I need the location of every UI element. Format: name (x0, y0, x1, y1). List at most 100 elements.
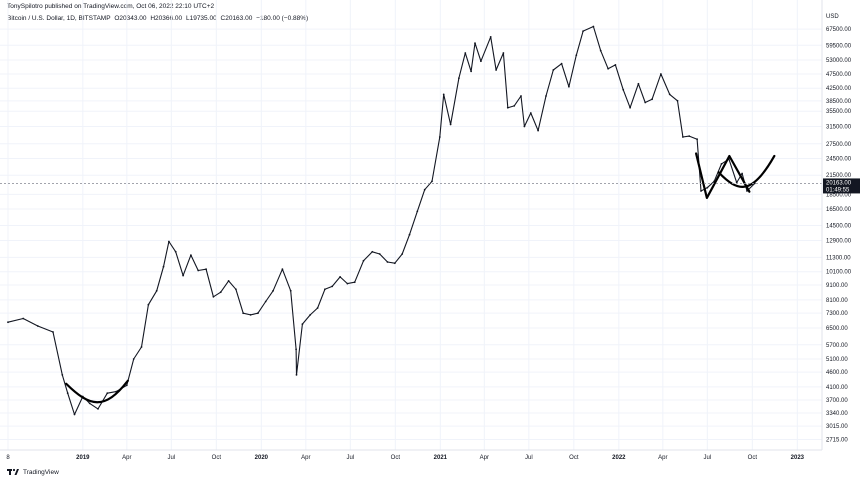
chart-annotations (65, 152, 776, 404)
price-tick-label: 14500.00 (826, 224, 852, 230)
data-point (309, 314, 312, 316)
data-point (205, 268, 208, 271)
data-point (162, 265, 165, 268)
time-tick-label: Jul (168, 455, 176, 461)
data-point (464, 52, 467, 54)
data-point (575, 54, 578, 57)
ohlc-close: C20163.00 (220, 15, 253, 22)
data-point (378, 253, 381, 255)
time-tick-label: Oct (212, 455, 222, 461)
data-point (552, 69, 555, 71)
data-point (560, 62, 563, 65)
annotation-arc (717, 154, 776, 188)
symbol-name[interactable]: Bitcoin / U.S. Dollar, 1D, BITSTAMP (7, 15, 111, 22)
data-point (316, 307, 319, 309)
data-point (235, 288, 237, 291)
data-point (442, 93, 445, 96)
data-point (438, 136, 441, 138)
price-tick-label: 4600.00 (826, 370, 848, 376)
data-point (637, 82, 640, 85)
price-tick-label: 10100.00 (826, 270, 852, 276)
time-tick-label: 8 (6, 455, 10, 461)
data-point (281, 268, 284, 271)
price-tick-label: 4100.00 (826, 385, 848, 391)
time-tick-label: Apr (301, 455, 310, 461)
data-point (22, 317, 25, 320)
data-point (431, 180, 433, 183)
data-point (393, 262, 396, 265)
time-tick-label: Jul (525, 455, 533, 461)
price-axis[interactable]: 67500.00 59500.00 53000.00 47500.00 42500.00… (821, 0, 852, 450)
data-point (470, 70, 472, 73)
data-point (132, 358, 135, 360)
data-point (513, 105, 516, 107)
price-tick-label: 9100.00 (826, 283, 848, 289)
data-point (660, 73, 662, 75)
data-point (249, 314, 252, 316)
time-tick-label: Oct (748, 455, 758, 461)
data-point (629, 106, 631, 109)
data-point (696, 138, 698, 141)
price-tick-label: 35500.00 (826, 109, 852, 115)
data-point (7, 321, 9, 324)
price-tick-label: 38500.00 (826, 99, 852, 105)
price-tick-label: 59500.00 (826, 43, 852, 49)
time-tick-label: Oct (569, 455, 579, 461)
data-point (289, 289, 292, 292)
data-point (622, 88, 625, 91)
data-point (140, 346, 143, 348)
data-point (168, 240, 170, 243)
price-tick-label: 16500.00 (826, 207, 852, 213)
symbol-info: Bitcoin / U.S. Dollar, 1D, BITSTAMP O203… (7, 15, 310, 22)
data-point (36, 325, 39, 327)
data-point (676, 99, 679, 102)
data-point (155, 289, 158, 292)
price-tick-label: 8100.00 (826, 298, 848, 304)
time-tick-label: 2019 (76, 455, 90, 461)
data-point (182, 274, 185, 277)
ohlc-open: O20343.00 (114, 15, 147, 22)
data-point (66, 392, 69, 395)
price-tick-label: 42500.00 (826, 86, 852, 92)
countdown-label: 01:49:55 (826, 187, 850, 193)
price-tick-label: 53000.00 (826, 58, 852, 64)
annotation-arc (65, 379, 129, 404)
price-tick-label: 3340.00 (826, 411, 848, 417)
data-point (353, 281, 356, 284)
data-point (362, 259, 365, 262)
chart-grid (0, 0, 822, 450)
data-point (197, 269, 200, 272)
data-point (331, 285, 334, 288)
data-point (668, 93, 671, 96)
data-point (339, 276, 341, 278)
data-point (408, 233, 411, 236)
time-tick-label: 2023 (791, 455, 805, 461)
time-tick-label: 2020 (255, 455, 269, 461)
data-point (523, 125, 526, 128)
time-axis[interactable]: 8 2019 Apr Jul Oct 2020 Apr Jul Oct 2021 Apr Jul Oct… (0, 449, 822, 461)
data-point (324, 288, 326, 291)
data-point (607, 67, 609, 70)
data-point (227, 280, 230, 282)
ohlc-change: −180.00 (−0.88%) (256, 15, 309, 22)
time-tick-label: 2021 (434, 455, 448, 461)
price-tick-label: 7300.00 (826, 311, 848, 317)
data-point (401, 253, 404, 255)
price-tick-label: 67500.00 (826, 27, 852, 33)
data-point (301, 323, 304, 325)
price-tick-label: 6500.00 (826, 326, 848, 332)
price-tick-label: 5100.00 (826, 357, 848, 363)
data-point (458, 77, 460, 79)
price-tick-label: 18500.00 (826, 192, 852, 198)
data-point (212, 295, 215, 298)
data-point (502, 52, 505, 54)
time-tick-label: 2022 (612, 455, 626, 461)
data-point (495, 69, 497, 71)
data-point (386, 261, 389, 263)
data-point (61, 374, 64, 376)
price-tick-label: 3015.00 (826, 424, 848, 430)
data-point (480, 60, 482, 63)
data-point (52, 331, 54, 333)
